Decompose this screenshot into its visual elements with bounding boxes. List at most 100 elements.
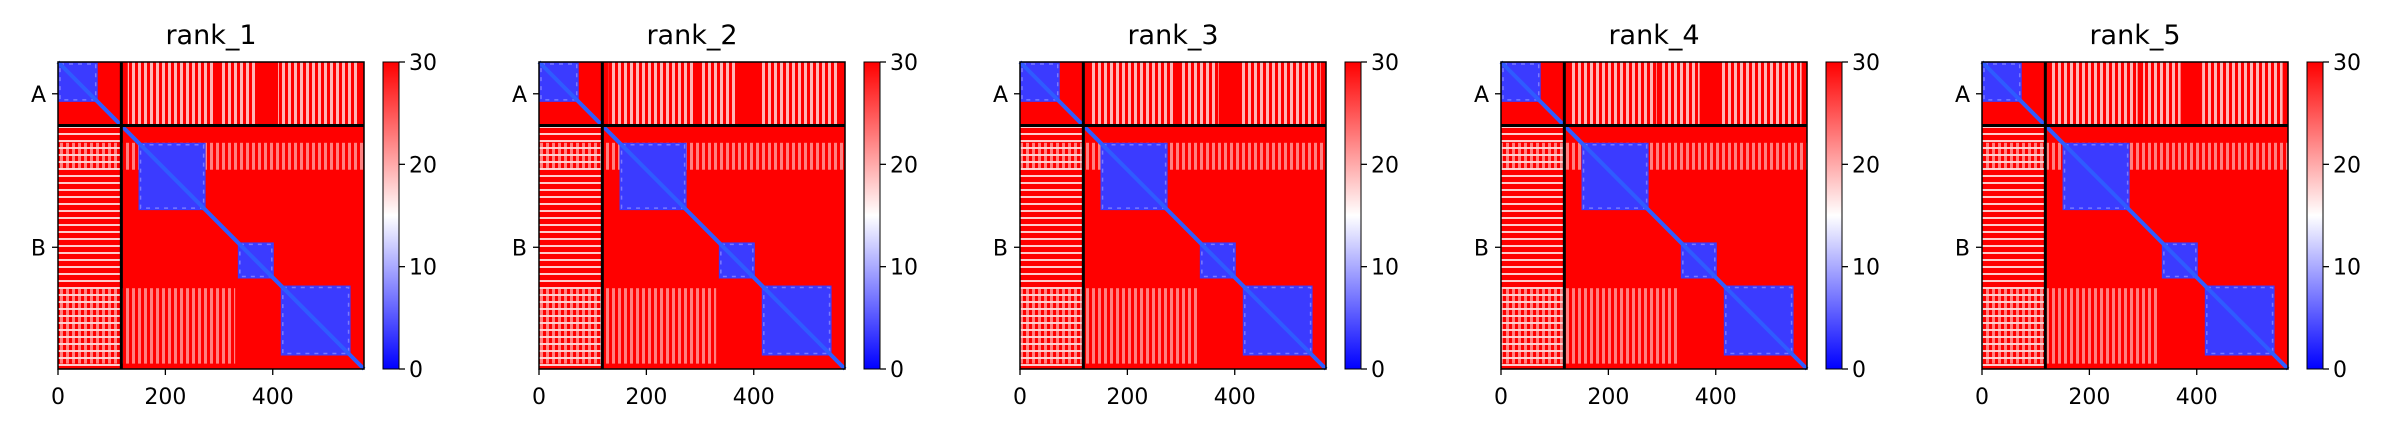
texture-stripes <box>759 62 840 126</box>
colorbar-tick-label: 10 <box>2333 256 2361 281</box>
pae-domain-texture <box>239 243 273 278</box>
texture-stripes <box>1982 142 2288 170</box>
colorbar-tick-label: 20 <box>409 153 437 178</box>
x-tick-label: 0 <box>51 385 65 410</box>
pae-domain-texture <box>720 243 754 278</box>
texture-stripes <box>1501 142 1807 170</box>
pae-matrix-frame <box>57 61 365 370</box>
texture-stripes <box>1020 288 1198 364</box>
panel-title: rank_2 <box>646 20 737 51</box>
colorbar-tick-label: 30 <box>2333 51 2361 76</box>
colorbar-tick-label: 10 <box>1852 256 1880 281</box>
pae-panel-3: rank_3 0 200 400 A B 0 10 20 30 <box>993 20 1399 410</box>
texture-stripes <box>1662 62 1700 126</box>
colorbar-tick-label: 20 <box>1852 153 1880 178</box>
colorbar <box>1344 61 1362 370</box>
pae-panel-5: rank_5 0 200 400 A B 0 10 20 30 <box>1955 20 2361 410</box>
texture-stripes <box>58 288 236 364</box>
y-tick-label: A <box>512 83 527 108</box>
x-tick-label: 400 <box>1214 385 1256 410</box>
texture-stripes <box>1721 62 1802 126</box>
texture-stripes <box>1570 62 1657 126</box>
panel-title: rank_4 <box>1608 20 1699 51</box>
pae-domain-texture <box>282 286 350 355</box>
x-tick-label: 400 <box>1695 385 1737 410</box>
colorbar <box>1825 61 1843 370</box>
texture-stripes <box>127 62 214 126</box>
x-tick-label: 400 <box>2176 385 2218 410</box>
colorbar-tick-label: 0 <box>1852 358 1866 383</box>
panel-title: rank_3 <box>1127 20 1218 51</box>
texture-stripes <box>700 62 738 126</box>
x-tick-label: 0 <box>532 385 546 410</box>
y-tick-label: A <box>1955 83 1970 108</box>
colorbar-tick-label: 0 <box>1371 358 1385 383</box>
y-tick-label: A <box>1474 83 1489 108</box>
colorbar-tick-label: 20 <box>1371 153 1399 178</box>
colorbar <box>2306 61 2324 370</box>
texture-stripes <box>539 142 845 170</box>
x-tick-label: 200 <box>1106 385 1148 410</box>
y-tick-label: B <box>1474 236 1489 261</box>
x-tick-label: 200 <box>625 385 667 410</box>
pae-matrix-frame <box>1019 61 1327 370</box>
colorbar-tick-label: 30 <box>409 51 437 76</box>
texture-stripes <box>1181 62 1219 126</box>
y-tick-label: B <box>993 236 1008 261</box>
texture-stripes <box>1982 288 2160 364</box>
texture-stripes <box>608 62 695 126</box>
x-tick-label: 200 <box>1587 385 1629 410</box>
panel-title: rank_1 <box>165 20 256 51</box>
texture-stripes <box>278 62 359 126</box>
pae-panel-1: rank_1 0 200 400 A B 0 10 20 30 <box>31 20 437 410</box>
texture-stripes <box>1020 142 1326 170</box>
y-tick-label: B <box>512 236 527 261</box>
colorbar-tick-label: 30 <box>1371 51 1399 76</box>
x-tick-label: 400 <box>733 385 775 410</box>
x-tick-label: 0 <box>1013 385 1027 410</box>
x-tick-label: 0 <box>1975 385 1989 410</box>
colorbar-tick-label: 30 <box>890 51 918 76</box>
pae-matrix-frame <box>1500 61 1808 370</box>
pae-panel-4: rank_4 0 200 400 A B 0 10 20 30 <box>1474 20 1880 410</box>
pae-panel-2: rank_2 0 200 400 A B 0 10 20 30 <box>512 20 918 410</box>
x-tick-label: 200 <box>2068 385 2110 410</box>
pae-diagonal <box>1018 60 1328 371</box>
y-tick-label: A <box>31 83 46 108</box>
texture-stripes <box>1501 288 1679 364</box>
texture-stripes <box>1089 62 1176 126</box>
pae-diagonal <box>1499 60 1809 371</box>
colorbar-tick-label: 10 <box>1371 256 1399 281</box>
texture-stripes <box>219 62 257 126</box>
texture-stripes <box>2202 62 2283 126</box>
pae-matrix-frame <box>538 61 846 370</box>
pae-domain-texture <box>763 286 831 355</box>
colorbar-tick-label: 10 <box>890 256 918 281</box>
pae-diagonal <box>1980 60 2290 371</box>
panel-title: rank_5 <box>2089 20 2180 51</box>
pae-domain-texture <box>1244 286 1312 355</box>
x-tick-label: 400 <box>252 385 294 410</box>
texture-stripes <box>1240 62 1321 126</box>
pae-domain-texture <box>2206 286 2274 355</box>
y-tick-label: A <box>993 83 1008 108</box>
y-tick-label: B <box>31 236 46 261</box>
colorbar <box>863 61 881 370</box>
texture-stripes <box>2051 62 2138 126</box>
texture-stripes <box>2143 62 2181 126</box>
pae-diagonal <box>56 60 366 371</box>
pae-domain-texture <box>1725 286 1793 355</box>
colorbar-tick-label: 0 <box>890 358 904 383</box>
colorbar-tick-label: 20 <box>890 153 918 178</box>
colorbar <box>382 61 400 370</box>
pae-domain-texture <box>1682 243 1716 278</box>
colorbar-tick-label: 30 <box>1852 51 1880 76</box>
x-tick-label: 0 <box>1494 385 1508 410</box>
colorbar-tick-label: 10 <box>409 256 437 281</box>
pae-diagonal <box>537 60 847 371</box>
colorbar-tick-label: 20 <box>2333 153 2361 178</box>
colorbar-tick-label: 0 <box>409 358 423 383</box>
x-tick-label: 200 <box>144 385 186 410</box>
pae-domain-texture <box>2163 243 2197 278</box>
